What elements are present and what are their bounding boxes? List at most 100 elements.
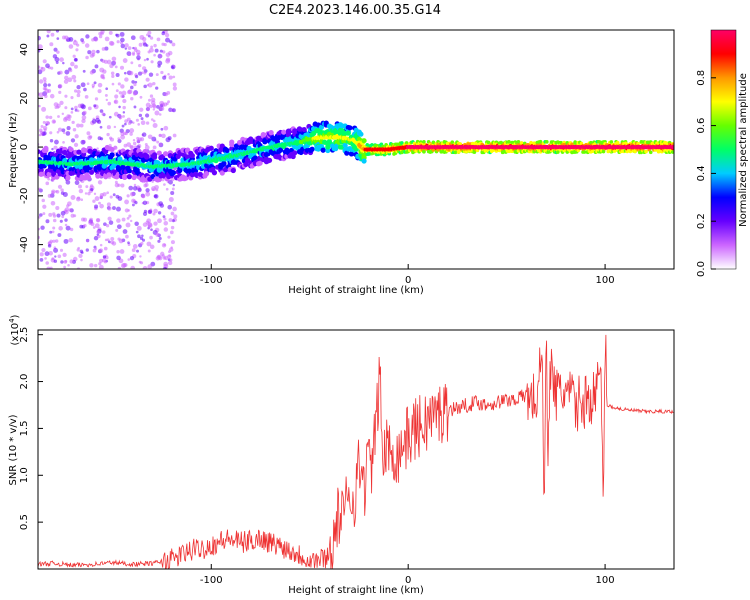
spectrogram-cell	[131, 248, 136, 253]
spectrogram-cell	[165, 102, 169, 106]
spectrogram-cell	[130, 97, 134, 101]
spectrogram-cell	[116, 249, 120, 254]
spectrogram-cell	[75, 196, 81, 202]
spectrogram-cell	[62, 117, 68, 122]
spectrogram-cell	[309, 146, 315, 152]
spectrogram-cell	[109, 195, 113, 199]
spectrogram-cell	[120, 37, 125, 43]
spectrogram-cell	[99, 109, 104, 113]
spectrogram-cell	[153, 208, 158, 214]
spectrogram-cell	[113, 125, 117, 129]
spectrogram-cell	[633, 149, 637, 154]
spectrogram-cell	[145, 113, 150, 118]
spectrogram-cell	[141, 238, 146, 242]
spectrogram-cell	[453, 150, 458, 155]
spectrogram-cell	[156, 254, 162, 260]
spectrogram-cell	[104, 238, 108, 242]
spectrogram-cell	[155, 73, 159, 77]
spectrogram-cell	[70, 138, 76, 143]
spectrogram-cell	[79, 224, 84, 229]
spectrogram-cell	[80, 82, 86, 88]
spectrogram-cell	[99, 243, 103, 247]
spectrogram-cell	[132, 121, 135, 124]
spectrogram-cell	[142, 66, 147, 71]
snr-xlabel: Height of straight line (km)	[288, 585, 424, 596]
spectrogram-cell	[173, 214, 178, 219]
spectrogram-cell	[76, 109, 80, 113]
spectrogram-cell	[55, 30, 60, 33]
spectrogram-cell	[52, 218, 57, 223]
spectrogram-cell	[53, 259, 58, 263]
spectrogram-cell	[122, 173, 128, 179]
spectrogram-cell	[150, 118, 154, 121]
spectrogram-cell	[47, 244, 52, 248]
spectrogram-cell	[83, 87, 87, 92]
spectrogram-cell	[361, 138, 367, 144]
spectrogram-cell	[110, 236, 115, 241]
spectrogram-cell	[51, 230, 55, 234]
spectrogram-cell	[135, 230, 139, 234]
spectrogram-cell	[164, 92, 168, 97]
spectrogram-cell	[268, 130, 274, 136]
spectrogram-cell	[164, 32, 170, 38]
spectrogram-cell	[120, 263, 126, 269]
spectrogram-cell	[80, 139, 86, 145]
spectrogram-cell	[52, 212, 56, 216]
spectrogram-cell	[104, 93, 108, 97]
spectrogram-cell	[171, 42, 176, 47]
spectrogram-cell	[162, 151, 169, 157]
spectrogram-cell	[172, 206, 177, 212]
spectrogram-cell	[365, 142, 370, 147]
spectrogram-cell	[131, 203, 135, 207]
spectrogram-cell	[49, 230, 53, 234]
x-tick-label: -100	[200, 275, 223, 286]
spectrogram-cell	[169, 258, 173, 262]
spectrogram-cell	[67, 77, 73, 83]
spectrogram-cell	[62, 149, 68, 156]
spectrogram-cell	[77, 246, 80, 250]
spectrogram-cell	[107, 206, 112, 211]
spectrogram-cell	[62, 61, 65, 65]
spectrogram-cell	[78, 184, 82, 189]
spectrogram-cell	[58, 90, 62, 95]
x-tick-label: 0	[405, 275, 411, 286]
spectrogram-cell	[42, 212, 46, 216]
spectrogram-cell	[99, 203, 104, 209]
spectrogram-cell	[142, 266, 148, 269]
spectrogram-cell	[64, 69, 70, 75]
spectrogram-cell	[40, 225, 45, 230]
spectrogram-cell	[121, 90, 127, 96]
spectrogram-cell	[147, 249, 151, 253]
spectrogram-cell	[102, 69, 107, 74]
spectrogram-cell	[156, 140, 160, 144]
spectrogram-cell	[122, 111, 126, 114]
spectrogram-cell	[72, 54, 76, 58]
x-tick-label: 100	[596, 275, 615, 286]
spectrogram-cell	[76, 85, 81, 90]
spectrogram-cell	[46, 30, 51, 34]
spectrogram-cell	[52, 54, 58, 59]
spectrogram-cell	[146, 218, 151, 224]
spectrogram-cell	[260, 131, 266, 138]
spectrogram-cell	[90, 188, 94, 192]
spectrogram-cell	[38, 44, 43, 50]
spectrogram-cell	[134, 80, 138, 84]
spectrogram-cell	[431, 140, 436, 145]
spectrogram-cell	[154, 184, 159, 190]
snr-multiplier-base: (x10	[10, 323, 21, 346]
spectrogram-cell	[59, 219, 63, 223]
spectrogram-cell	[84, 192, 88, 195]
spectrogram-cell	[147, 264, 153, 269]
spectrogram-cell	[153, 43, 157, 48]
spectrogram-cell	[146, 107, 150, 112]
snr-y-ticks: 0.5 1.0 1.5 2.0 2.5	[19, 327, 43, 530]
spectrogram-cell	[83, 223, 87, 228]
spectrogram-cell	[103, 222, 107, 226]
spectrogram-cell	[131, 51, 136, 55]
spectrogram-cell	[163, 125, 169, 131]
spectrogram-cell	[109, 63, 114, 69]
spectrogram-cell	[49, 239, 54, 244]
spectrogram-cell	[108, 115, 112, 119]
spectrogram-cell	[165, 37, 170, 43]
spectrogram-cell	[159, 203, 165, 208]
